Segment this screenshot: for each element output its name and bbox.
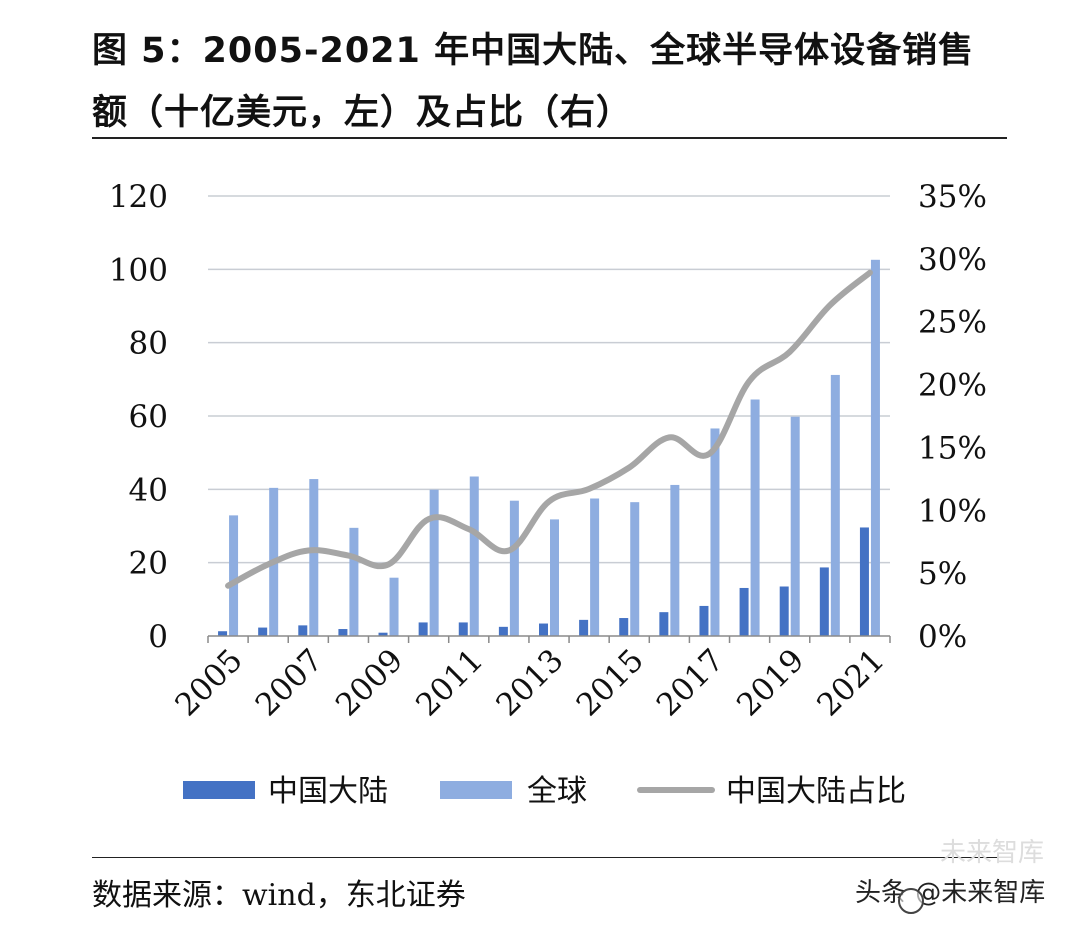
y-right-tick-label: 20%: [918, 368, 987, 404]
bar-china-2008: [338, 629, 348, 636]
legend-label-global: 全球: [527, 774, 587, 809]
bar-global-2010: [429, 489, 439, 636]
legend-swatch-global: [440, 781, 512, 799]
x-tick-label: 2015: [570, 642, 651, 723]
legend-label-china: 中国大陆: [268, 774, 388, 809]
bar-global-2005: [229, 515, 239, 636]
title-line-1: 图 5：2005-2021 年中国大陆、全球半导体设备销售: [92, 31, 975, 71]
x-tick-label: 2011: [409, 642, 490, 723]
line-series: [225, 269, 873, 589]
y-right-tick-label: 35%: [918, 179, 987, 215]
y-left-tick-label: 120: [109, 179, 168, 215]
legend-label-share: 中国大陆占比: [726, 774, 906, 809]
bar-china-2021: [859, 527, 869, 636]
y-left-tick-label: 20: [129, 546, 168, 582]
bottom-divider: [92, 857, 1007, 858]
watermark-logo-icon: [898, 888, 924, 914]
x-tick-label: 2019: [730, 642, 811, 723]
y-right-tick-label: 0%: [918, 619, 967, 655]
y-right-axis: 0% 5% 10% 15% 20% 25% 30% 35%: [918, 179, 987, 655]
x-tick-label: 2007: [249, 642, 330, 723]
bar-china-2010: [418, 622, 428, 636]
x-tick-label: 2017: [650, 642, 731, 723]
bar-global-2020: [830, 374, 840, 636]
bar-china-2011: [458, 622, 468, 636]
y-left-tick-label: 0: [148, 619, 168, 655]
chart-title: 图 5：2005-2021 年中国大陆、全球半导体设备销售 额（十亿美元，左）及…: [92, 20, 1012, 144]
watermark: 头条 @未来智库: [855, 878, 1046, 908]
bar-series: [218, 259, 880, 636]
bar-china-2013: [539, 623, 548, 636]
bar-global-2011: [469, 476, 479, 636]
bar-global-2007: [309, 479, 319, 636]
y-right-tick-label: 30%: [918, 242, 987, 278]
source-note: 数据来源：wind，东北证券: [92, 878, 466, 913]
top-divider: [92, 137, 1007, 139]
title-line-2: 额（十亿美元，左）及占比（右）: [92, 93, 633, 133]
bar-china-2016: [659, 612, 669, 636]
y-left-tick-label: 40: [129, 472, 168, 508]
y-right-tick-label: 25%: [918, 305, 987, 341]
x-tick-label: 2021: [810, 642, 891, 723]
chart-svg: 0 20 40 60 80 100 120 0% 5% 10% 15% 20% 25% 30% 35% 2…: [109, 179, 987, 809]
y-right-tick-label: 10%: [918, 493, 987, 529]
bar-china-2017: [699, 605, 709, 636]
y-right-tick-label: 5%: [918, 556, 967, 592]
legend: 中国大陆 全球 中国大陆占比: [183, 774, 906, 809]
bar-global-2012: [509, 500, 519, 636]
y-left-axis: 0 20 40 60 80 100 120: [109, 179, 168, 655]
bar-global-2014: [590, 498, 600, 636]
bar-china-2015: [619, 618, 629, 636]
line-china-share: [225, 269, 873, 589]
bar-china-2019: [779, 586, 789, 636]
x-tick-label: 2013: [489, 642, 570, 723]
bar-global-2009: [389, 577, 399, 636]
gridlines: [208, 195, 890, 564]
y-right-tick-label: 15%: [918, 430, 987, 466]
bar-china-2006: [258, 627, 268, 636]
bar-global-2017: [710, 428, 720, 636]
bar-global-2015: [630, 502, 640, 636]
bar-global-2016: [670, 484, 680, 636]
y-left-tick-label: 80: [129, 326, 168, 362]
legend-swatch-china: [183, 781, 255, 799]
y-left-tick-label: 100: [109, 252, 168, 288]
bar-china-2007: [298, 625, 308, 636]
bar-global-2018: [750, 399, 760, 636]
bar-global-2008: [349, 527, 359, 636]
bar-china-2012: [498, 626, 508, 636]
x-tick-label: 2009: [329, 642, 410, 723]
bar-china-2020: [819, 567, 829, 636]
watermark-faint: 未来智库: [940, 838, 1045, 868]
bar-global-2013: [550, 519, 559, 636]
bar-china-2014: [579, 619, 589, 636]
bar-global-2019: [790, 416, 800, 636]
bar-china-2009: [378, 632, 388, 636]
y-left-tick-label: 60: [129, 399, 168, 435]
bar-china-2005: [218, 631, 228, 636]
bar-china-2018: [739, 587, 749, 636]
x-tick-label: 2005: [168, 642, 249, 723]
bar-global-2021: [870, 259, 880, 636]
